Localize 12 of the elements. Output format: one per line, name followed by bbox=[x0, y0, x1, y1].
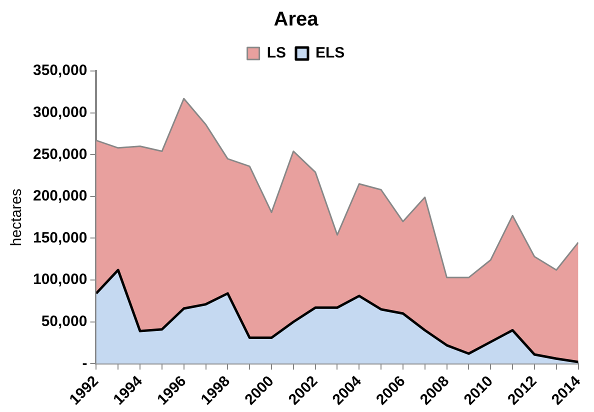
y-tick-label: 200,000 bbox=[32, 188, 88, 205]
y-tick-label: 150,000 bbox=[32, 229, 88, 246]
y-tick-label: - bbox=[82, 354, 88, 372]
y-axis-title: hectares bbox=[8, 188, 26, 246]
legend-label: LS bbox=[266, 44, 286, 62]
legend-label: ELS bbox=[316, 44, 345, 62]
chart-title: Area bbox=[274, 8, 320, 31]
y-tick-label: 100,000 bbox=[32, 271, 88, 288]
y-tick-label: 250,000 bbox=[32, 146, 88, 163]
y-tick-label: 350,000 bbox=[32, 62, 88, 80]
y-tick-label: 300,000 bbox=[32, 104, 88, 121]
y-tick-label: 50,000 bbox=[41, 313, 88, 330]
